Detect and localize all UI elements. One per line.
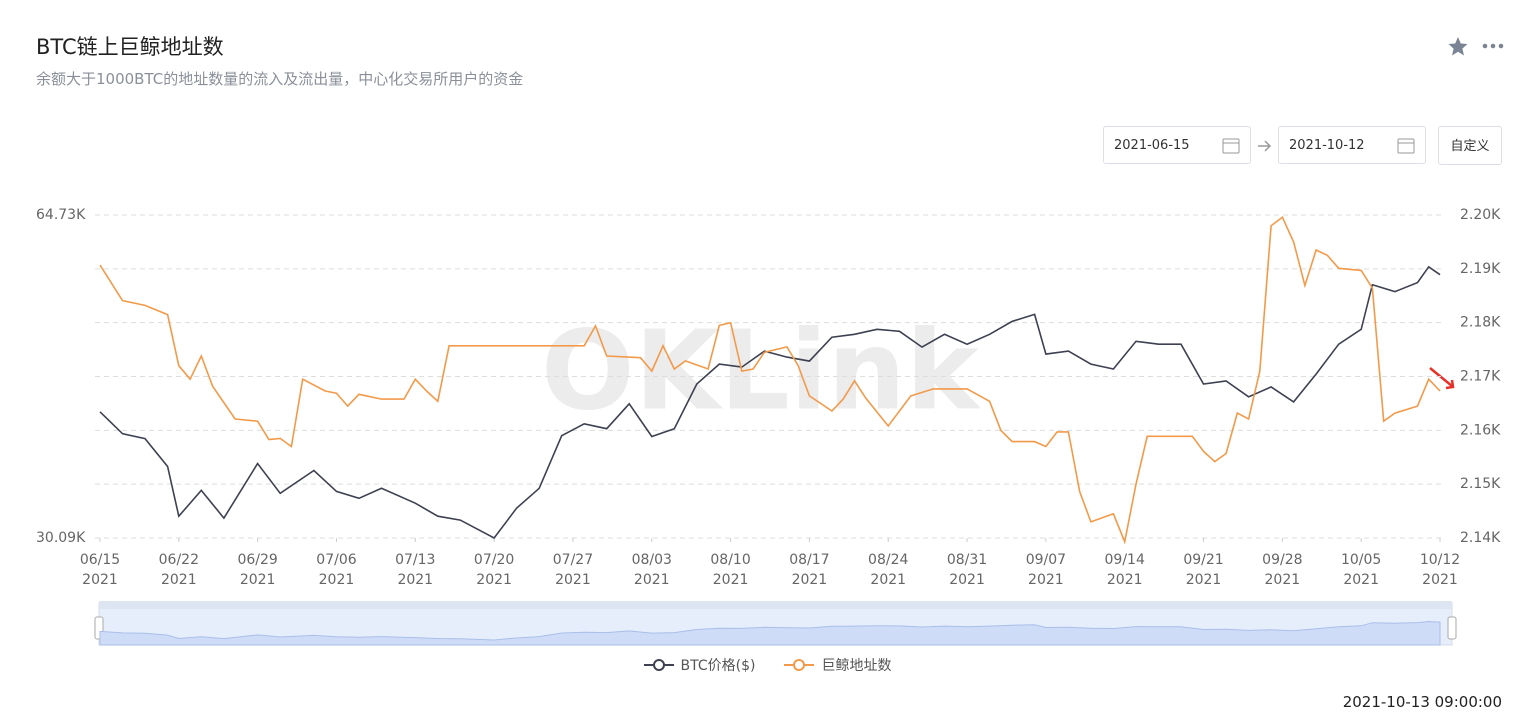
- x-tick-label: 09/21 2021: [1183, 552, 1224, 588]
- header-icons: [1448, 37, 1504, 56]
- x-tick-label: 08/17 2021: [789, 552, 830, 588]
- x-tick-label: 08/10 2021: [710, 552, 751, 588]
- x-tick-label: 06/29 2021: [237, 552, 278, 588]
- date-icons: [1222, 138, 1415, 154]
- end-date[interactable]: 2021-10-12: [1278, 126, 1426, 164]
- custom-button[interactable]: 自定义: [1438, 126, 1502, 165]
- calendar-icon: [1397, 138, 1415, 154]
- x-tick-label: 07/27 2021: [552, 552, 594, 588]
- legend-item: BTC价格($): [643, 655, 756, 675]
- calendar-icon: [1222, 138, 1240, 154]
- y2-tick-label: 2.19K: [1460, 261, 1501, 277]
- title: BTC链上巨鲸地址数: [36, 35, 224, 59]
- watermark: OKLink: [541, 306, 982, 434]
- start-date-text: 2021-06-15: [1114, 138, 1190, 153]
- legend-swatch: [784, 659, 815, 671]
- subtitle: 余额大于1000BTC的地址数量的流入及流出量，中心化交易所用户的资金: [36, 70, 524, 88]
- y2-tick-label: 2.17K: [1460, 369, 1501, 385]
- y2-tick-label: 2.20K: [1460, 207, 1501, 223]
- chart: OKLink 2.20K 2.19K 2.18K 2.17K 2.16K 2.15K 2.1…: [36, 207, 1501, 646]
- timestamp: 2021-10-13 09:00:00: [1342, 693, 1502, 711]
- legend-dot: [652, 659, 665, 671]
- navigator-bar[interactable]: [99, 601, 1452, 609]
- y-tick-label: 30.09K: [36, 530, 86, 546]
- more-icon[interactable]: [1490, 43, 1496, 49]
- y2-tick-label: 2.16K: [1460, 422, 1501, 438]
- more-icon[interactable]: [1498, 43, 1504, 49]
- y2-tick-label: 2.14K: [1460, 530, 1501, 546]
- series-line: [99, 265, 1441, 540]
- navigator-area: [99, 620, 1441, 646]
- legend-label: BTC价格($): [680, 658, 756, 674]
- y2-tick-label: 2.15K: [1460, 476, 1501, 492]
- legend: BTC价格($) 巨鲸地址数: [0, 655, 1534, 676]
- legend-dot: [793, 659, 806, 671]
- star-icon[interactable]: [1448, 37, 1468, 56]
- x-tick-label: 10/05 2021: [1340, 552, 1382, 588]
- arrow-icon: [1258, 140, 1272, 152]
- more-icon[interactable]: [1482, 43, 1488, 49]
- x-tick-label: 08/24 2021: [868, 552, 909, 588]
- x-tick-label: 08/03 2021: [631, 552, 672, 588]
- x-tick-label: 09/14 2021: [1104, 552, 1145, 588]
- x-tick-label: 06/15 2021: [79, 552, 121, 588]
- x-tick-label: 07/06 2021: [316, 552, 357, 588]
- navigator-handle[interactable]: [1447, 616, 1457, 640]
- start-date[interactable]: 2021-06-15: [1103, 126, 1251, 164]
- legend-label: 巨鲸地址数: [821, 658, 892, 674]
- series-line: [99, 215, 1441, 545]
- x-tick-label: 09/28 2021: [1262, 552, 1303, 588]
- end-date-text: 2021-10-12: [1289, 138, 1365, 153]
- x-tick-label: 07/13 2021: [395, 552, 436, 588]
- x-tick-label: 09/07 2021: [1025, 552, 1067, 588]
- legend-swatch: [643, 659, 674, 671]
- y-tick-label: 64.73K: [36, 207, 86, 223]
- y2-tick-label: 2.18K: [1460, 315, 1501, 331]
- x-tick-label: 08/31 2021: [946, 552, 988, 588]
- x-tick-label: 07/20 2021: [473, 552, 515, 588]
- x-tick-label: 10/12 2021: [1419, 552, 1461, 588]
- legend-item: 巨鲸地址数: [783, 655, 891, 675]
- x-tick-label: 06/22 2021: [158, 552, 199, 588]
